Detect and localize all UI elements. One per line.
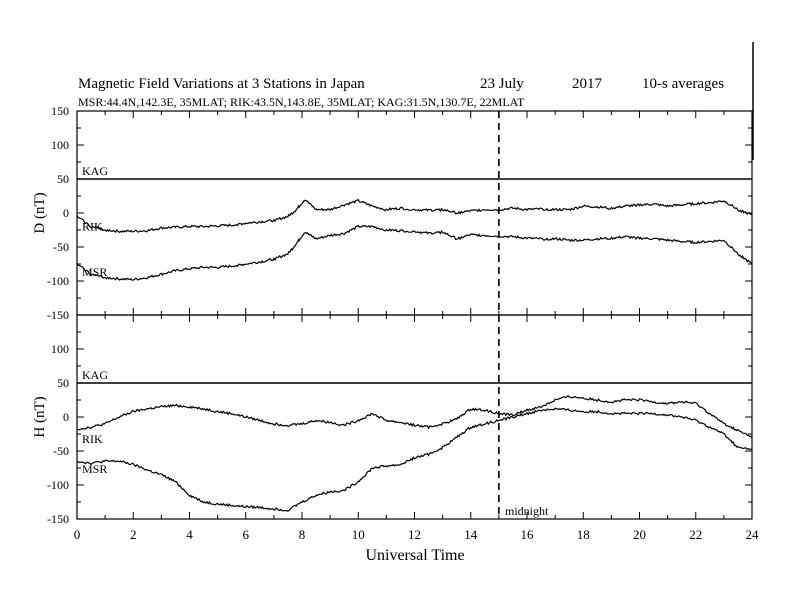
x-tick-label: 4 bbox=[186, 527, 193, 542]
series-label-msr: MSR bbox=[82, 265, 107, 279]
x-tick-label: 20 bbox=[633, 527, 646, 542]
series-label-msr: MSR bbox=[82, 462, 107, 476]
y-tick-label: 0 bbox=[63, 410, 69, 424]
x-axis-label: Universal Time bbox=[365, 547, 464, 564]
x-tick-label: 6 bbox=[243, 527, 250, 542]
y-tick-label: -150 bbox=[47, 512, 69, 526]
x-tick-label: 14 bbox=[464, 527, 478, 542]
x-tick-label: 24 bbox=[746, 527, 760, 542]
series-label-rik: RIK bbox=[82, 432, 103, 446]
chart-title: Magnetic Field Variations at 3 Stations … bbox=[78, 76, 365, 92]
y-tick-label: -100 bbox=[47, 478, 69, 492]
series-label-kag: KAG bbox=[82, 164, 108, 178]
series-line-rik bbox=[76, 394, 753, 438]
series-label-kag: KAG bbox=[82, 368, 108, 382]
x-tick-label: 0 bbox=[74, 527, 81, 542]
y-tick-label: 100 bbox=[51, 342, 69, 356]
y-tick-label: 50 bbox=[57, 172, 69, 186]
y-tick-label: 0 bbox=[63, 206, 69, 220]
y-tick-label: 150 bbox=[51, 104, 69, 118]
series-line-msr bbox=[76, 407, 753, 513]
x-tick-label: 12 bbox=[408, 527, 421, 542]
series-label-rik: RIK bbox=[82, 219, 103, 233]
date-label: 23 July bbox=[480, 76, 524, 92]
x-tick-label: 10 bbox=[352, 527, 365, 542]
x-tick-label: 8 bbox=[299, 527, 306, 542]
y-tick-label: 100 bbox=[51, 138, 69, 152]
x-tick-label: 2 bbox=[130, 527, 137, 542]
chart-subtitle: MSR:44.4N,142.3E, 35MLAT; RIK:43.5N,143.… bbox=[78, 95, 525, 109]
y-tick-label: -150 bbox=[47, 308, 69, 322]
midnight-label: midnight bbox=[505, 504, 549, 518]
x-tick-label: 22 bbox=[689, 527, 702, 542]
y-axis-label: H (nT) bbox=[32, 396, 48, 437]
series-line-msr bbox=[76, 224, 753, 282]
year-label: 2017 bbox=[572, 76, 603, 92]
series-line-rik bbox=[76, 198, 753, 234]
x-tick-label: 18 bbox=[577, 527, 590, 542]
y-tick-label: -50 bbox=[53, 444, 69, 458]
y-tick-label: -100 bbox=[47, 274, 69, 288]
x-tick-label: 16 bbox=[521, 527, 535, 542]
avg-label: 10-s averages bbox=[642, 76, 724, 92]
y-tick-label: 50 bbox=[57, 376, 69, 390]
top-panel: 150 100 50 0 -50 -100 -150 D (nT) KAG RIK MSR bbox=[32, 104, 753, 322]
y-tick-label: -50 bbox=[53, 240, 69, 254]
y-axis-label: D (nT) bbox=[32, 192, 48, 233]
